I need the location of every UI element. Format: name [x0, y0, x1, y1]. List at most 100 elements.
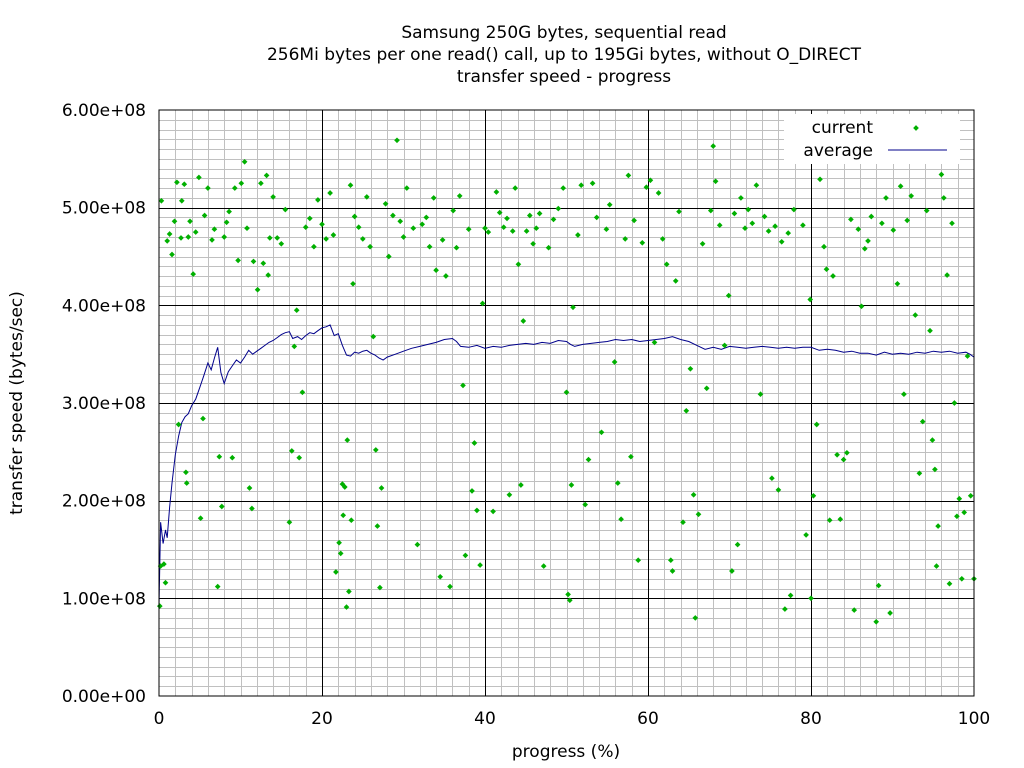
data-point — [536, 210, 543, 217]
series-average — [158, 324, 975, 607]
data-point — [385, 253, 392, 260]
data-point — [826, 517, 833, 524]
data-point — [761, 213, 768, 220]
data-point — [568, 482, 575, 488]
data-point — [397, 218, 404, 225]
data-point — [209, 237, 215, 243]
data-point — [296, 454, 303, 461]
data-point — [226, 208, 232, 215]
data-point — [171, 218, 178, 225]
data-point — [716, 222, 723, 229]
data-point — [803, 532, 809, 538]
legend-background — [784, 114, 960, 164]
data-point — [912, 312, 919, 318]
average-line — [158, 324, 975, 607]
data-point — [555, 205, 562, 212]
data-point — [506, 491, 513, 498]
data-point — [738, 195, 744, 201]
data-point — [710, 143, 717, 149]
data-point — [288, 448, 295, 454]
data-point — [687, 365, 694, 372]
data-point — [578, 182, 585, 189]
data-point — [908, 193, 915, 199]
data-point — [302, 224, 309, 231]
data-point — [512, 185, 519, 191]
data-point — [178, 235, 184, 241]
data-point — [235, 257, 241, 264]
chart-title-line-1: Samsung 250G bytes, sequential read — [401, 23, 726, 43]
data-point — [540, 563, 547, 569]
x-tick-label: 40 — [474, 709, 496, 729]
legend-marker-current — [913, 125, 919, 131]
data-point — [834, 451, 840, 458]
data-point — [651, 339, 658, 346]
data-point — [734, 541, 741, 548]
data-point — [183, 469, 189, 476]
x-tick-label: 20 — [311, 709, 333, 729]
data-point — [618, 516, 624, 523]
data-point — [772, 223, 778, 230]
data-point — [565, 591, 571, 598]
data-point — [545, 244, 552, 251]
data-point — [196, 174, 202, 181]
data-point — [400, 234, 407, 240]
data-point — [410, 225, 417, 232]
data-point — [414, 541, 421, 548]
data-point — [890, 227, 897, 233]
data-point — [162, 579, 169, 586]
data-point — [337, 550, 344, 557]
data-point — [437, 573, 444, 580]
data-point — [585, 456, 592, 463]
data-point — [879, 220, 885, 227]
data-point — [703, 385, 710, 392]
data-point — [904, 217, 911, 224]
data-point — [530, 240, 536, 247]
data-point — [855, 226, 862, 233]
data-point — [707, 207, 714, 214]
data-point — [221, 234, 228, 240]
y-tick-label: 6.00e+08 — [62, 101, 146, 121]
data-point — [456, 193, 463, 199]
data-point — [830, 273, 836, 279]
data-point — [249, 505, 255, 512]
data-point — [181, 181, 188, 188]
data-point — [810, 492, 817, 499]
data-point — [350, 280, 356, 287]
data-point — [923, 207, 930, 214]
data-point — [378, 485, 385, 491]
data-point — [175, 421, 182, 428]
y-tick-label: 1.00e+08 — [62, 589, 146, 609]
data-point — [299, 389, 306, 396]
data-point — [190, 271, 197, 277]
data-point — [216, 453, 223, 460]
y-tick-label: 2.00e+08 — [62, 492, 146, 512]
data-point — [343, 604, 350, 610]
data-point — [471, 440, 478, 446]
data-point — [800, 222, 806, 229]
data-point — [265, 272, 272, 278]
data-point — [742, 225, 748, 232]
data-point — [778, 238, 785, 245]
data-point — [518, 482, 524, 488]
data-point — [582, 501, 589, 508]
data-point — [377, 584, 383, 591]
data-point — [479, 300, 486, 307]
data-point — [426, 243, 433, 250]
data-point — [211, 226, 218, 233]
data-point — [183, 480, 190, 486]
data-point — [598, 429, 605, 436]
y-axis-label: transfer speed (bytes/sec) — [7, 291, 27, 515]
data-point — [858, 303, 865, 310]
data-point — [813, 421, 820, 428]
data-point — [635, 557, 642, 564]
data-point — [319, 221, 325, 228]
data-point — [447, 583, 453, 590]
data-point — [363, 194, 370, 200]
data-point — [282, 206, 289, 213]
data-point — [951, 400, 958, 406]
data-point — [550, 216, 557, 223]
data-point — [469, 488, 475, 494]
data-point — [485, 229, 492, 235]
data-point — [669, 568, 676, 574]
